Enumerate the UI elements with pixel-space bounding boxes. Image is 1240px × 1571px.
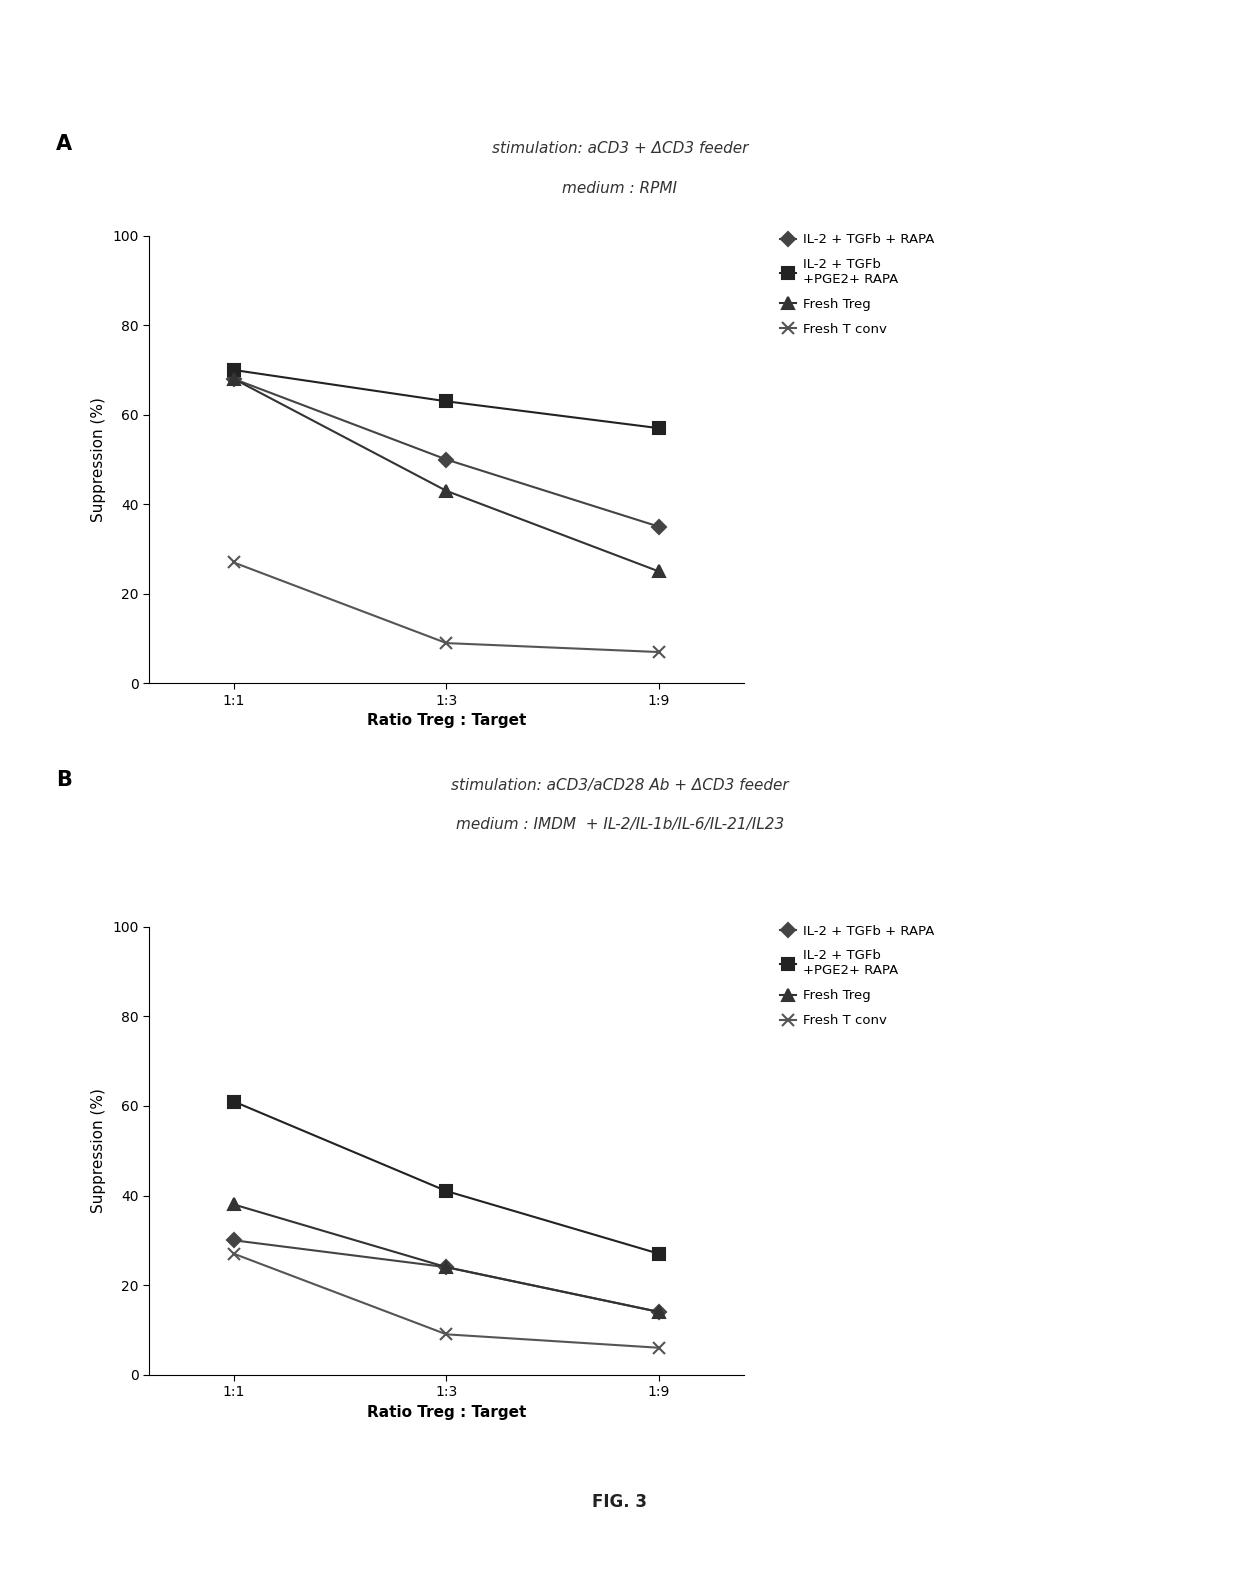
Text: A: A	[56, 134, 72, 154]
X-axis label: Ratio Treg : Target: Ratio Treg : Target	[367, 713, 526, 729]
X-axis label: Ratio Treg : Target: Ratio Treg : Target	[367, 1404, 526, 1420]
Text: stimulation: aCD3/aCD28 Ab + ΔCD3 feeder: stimulation: aCD3/aCD28 Ab + ΔCD3 feeder	[451, 778, 789, 793]
Text: B: B	[56, 770, 72, 790]
Text: stimulation: aCD3 + ΔCD3 feeder: stimulation: aCD3 + ΔCD3 feeder	[492, 141, 748, 157]
Text: FIG. 3: FIG. 3	[593, 1494, 647, 1511]
Text: medium : RPMI: medium : RPMI	[563, 181, 677, 196]
Y-axis label: Suppression (%): Suppression (%)	[92, 1089, 107, 1213]
Legend: IL-2 + TGFb + RAPA, IL-2 + TGFb
+PGE2+ RAPA, Fresh Treg, Fresh T conv: IL-2 + TGFb + RAPA, IL-2 + TGFb +PGE2+ R…	[780, 924, 934, 1027]
Y-axis label: Suppression (%): Suppression (%)	[92, 397, 107, 522]
Text: medium : IMDM  + IL-2/IL-1b/IL-6/IL-21/IL23: medium : IMDM + IL-2/IL-1b/IL-6/IL-21/IL…	[456, 817, 784, 833]
Legend: IL-2 + TGFb + RAPA, IL-2 + TGFb
+PGE2+ RAPA, Fresh Treg, Fresh T conv: IL-2 + TGFb + RAPA, IL-2 + TGFb +PGE2+ R…	[780, 233, 934, 336]
